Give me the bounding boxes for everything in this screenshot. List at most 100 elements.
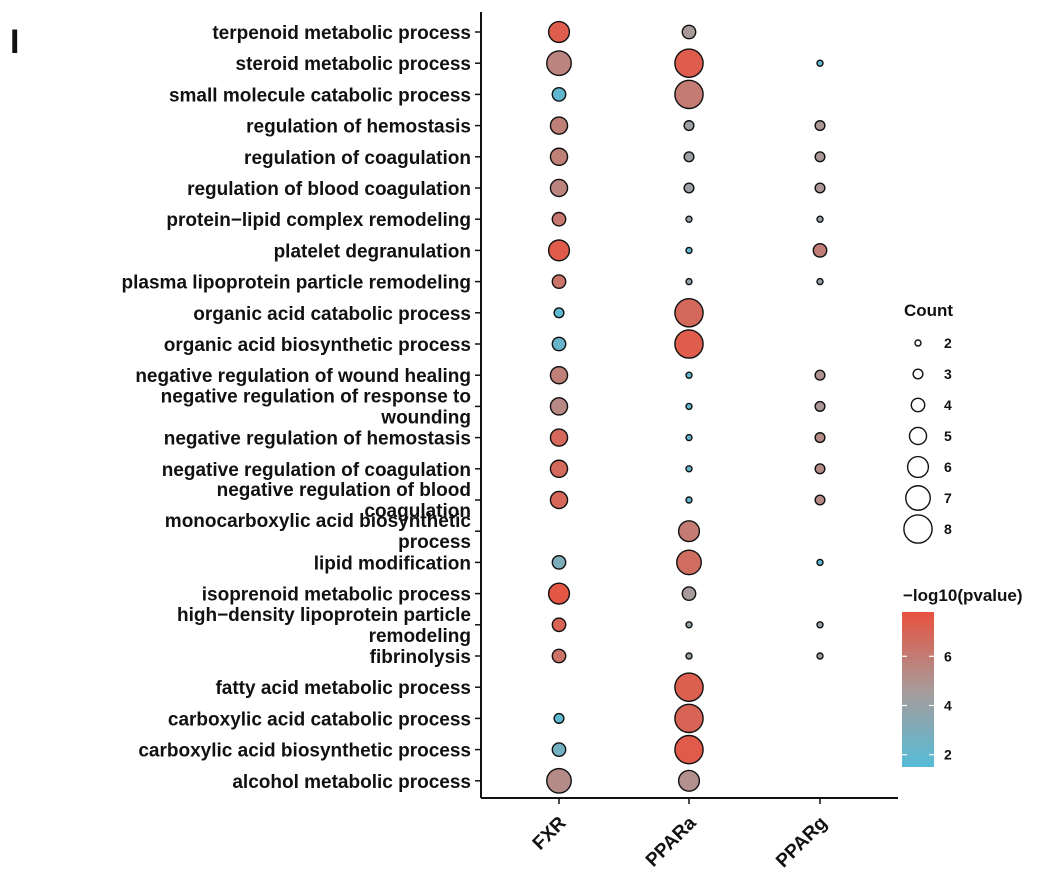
- data-point: [814, 369, 826, 381]
- size-legend: Count 2 3 4 5 6 7 8: [903, 301, 953, 544]
- data-point: [814, 400, 826, 412]
- size-legend-label: 6: [944, 459, 952, 475]
- y-tick-label: negative regulation of response to woundi…: [161, 386, 471, 428]
- data-point: [683, 120, 695, 132]
- data-point: [553, 712, 565, 724]
- data-point: [674, 734, 704, 765]
- size-legend-key: [910, 397, 926, 413]
- panel-label: I: [10, 23, 19, 61]
- data-point: [549, 147, 569, 167]
- y-tick-label: small molecule catabolic process: [169, 85, 471, 106]
- data-point: [549, 397, 569, 416]
- x-tick-label: PPARg: [772, 813, 831, 872]
- y-tick-label: regulation of coagulation: [244, 148, 471, 169]
- data-point: [551, 555, 567, 570]
- data-point: [547, 20, 571, 44]
- data-point: [816, 215, 824, 223]
- y-tick-label: carboxylic acid catabolic process: [168, 709, 471, 730]
- y-tick-label: negative regulation of hemostasis: [164, 429, 471, 450]
- data-point: [685, 496, 693, 504]
- y-tick-label: carboxylic acid biosynthetic process: [138, 741, 471, 762]
- color-legend-label: 6: [944, 648, 952, 664]
- color-legend-bar: [902, 612, 934, 767]
- data-point: [816, 277, 824, 286]
- color-legend-label: 4: [944, 697, 952, 713]
- data-point: [816, 652, 824, 660]
- data-point: [685, 433, 693, 442]
- y-tick-label: plasma lipoprotein particle remodeling: [122, 273, 471, 294]
- y-tick-label: regulation of hemostasis: [246, 117, 471, 138]
- data-point: [677, 520, 701, 543]
- data-point: [674, 703, 704, 734]
- data-point: [674, 79, 704, 110]
- data-point: [814, 463, 826, 475]
- data-point: [674, 329, 704, 359]
- data-point: [685, 465, 693, 473]
- data-point: [816, 621, 824, 629]
- size-legend-key: [914, 339, 922, 347]
- data-point: [816, 59, 824, 67]
- data-point: [685, 621, 693, 629]
- data-point: [549, 490, 569, 510]
- color-legend-label: 2: [944, 747, 952, 763]
- y-tick-label: fibrinolysis: [370, 647, 471, 668]
- data-point: [676, 549, 702, 576]
- data-point: [816, 558, 824, 567]
- data-points: [546, 20, 828, 794]
- data-point: [674, 297, 704, 328]
- size-legend-key: [903, 514, 933, 544]
- size-legend-key: [905, 485, 931, 511]
- x-axis-labels: FXR PPARa PPARg: [529, 798, 832, 872]
- data-point: [685, 402, 693, 411]
- y-tick-label: alcohol metabolic process: [232, 772, 471, 793]
- size-legend-label: 8: [944, 521, 952, 537]
- data-point: [814, 432, 826, 444]
- data-point: [546, 767, 572, 794]
- color-legend: −log10(pvalue) 2 4 6: [902, 586, 1023, 767]
- size-legend-title: Count: [904, 301, 953, 320]
- data-point: [553, 307, 565, 319]
- data-point: [549, 428, 569, 447]
- data-point: [547, 582, 571, 605]
- data-point: [685, 215, 693, 223]
- data-point: [685, 246, 693, 255]
- y-tick-label: terpenoid metabolic process: [212, 23, 471, 44]
- data-point: [685, 652, 693, 660]
- data-point: [683, 151, 695, 163]
- size-legend-label: 7: [944, 490, 952, 506]
- data-point: [677, 769, 701, 792]
- data-point: [814, 120, 826, 132]
- x-tick-label: PPARa: [642, 812, 701, 871]
- data-point: [685, 277, 693, 286]
- y-tick-label: organic acid biosynthetic process: [164, 335, 471, 356]
- y-tick-label: negative regulation of blood coagulation: [217, 480, 471, 522]
- y-axis-labels: terpenoid metabolic process steroid metab…: [122, 23, 481, 793]
- data-point: [551, 648, 567, 664]
- y-tick-label: high−density lipoprotein particle remodel…: [177, 605, 471, 647]
- y-tick-label: organic acid catabolic process: [193, 304, 471, 325]
- data-point: [551, 742, 567, 757]
- size-legend-label: 3: [944, 366, 952, 382]
- color-legend-title: −log10(pvalue): [903, 586, 1023, 605]
- data-point: [551, 274, 567, 289]
- size-legend-key: [912, 368, 924, 380]
- y-tick-label: fatty acid metabolic process: [215, 678, 471, 699]
- y-tick-label: negative regulation of coagulation: [162, 460, 471, 481]
- data-point: [814, 151, 826, 163]
- data-point: [546, 50, 572, 77]
- data-point: [549, 116, 569, 135]
- data-point: [551, 336, 567, 352]
- y-tick-label: protein−lipid complex remodeling: [166, 210, 471, 231]
- data-point: [674, 672, 704, 703]
- size-legend-label: 5: [944, 428, 952, 444]
- y-tick-label: isoprenoid metabolic process: [202, 585, 471, 606]
- data-point: [685, 371, 693, 379]
- data-point: [551, 211, 567, 227]
- data-point: [681, 586, 697, 601]
- size-legend-key: [906, 455, 930, 479]
- data-point: [549, 178, 569, 198]
- y-tick-label: lipid modification: [314, 553, 471, 574]
- data-point: [681, 24, 697, 40]
- y-tick-label: negative regulation of wound healing: [135, 366, 471, 387]
- size-legend-key: [908, 426, 928, 446]
